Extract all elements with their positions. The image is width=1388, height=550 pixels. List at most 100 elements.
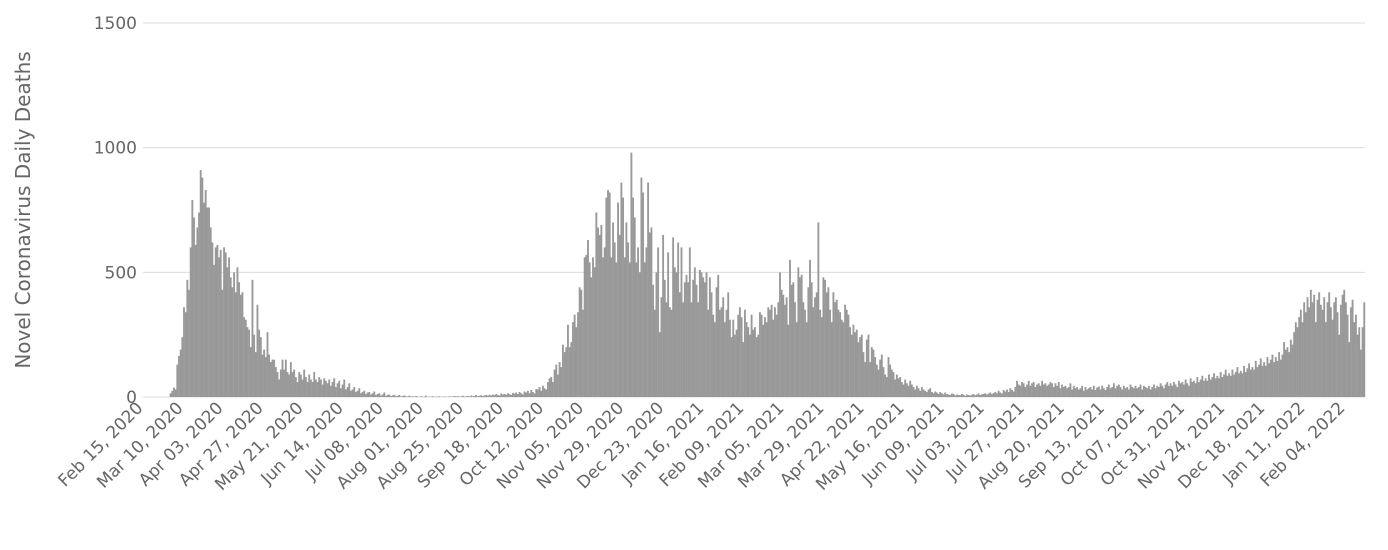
bar <box>1013 392 1015 397</box>
bar <box>851 335 853 397</box>
bar <box>1110 388 1112 397</box>
bar <box>315 380 317 397</box>
bar <box>512 393 514 397</box>
bar <box>1312 302 1314 397</box>
bar <box>744 310 746 397</box>
bar <box>1031 383 1033 397</box>
bar <box>797 267 799 397</box>
bar <box>918 388 920 397</box>
bar <box>692 280 694 397</box>
bar <box>465 396 467 397</box>
bar <box>642 193 644 397</box>
bar <box>682 302 684 397</box>
bar <box>560 367 562 397</box>
bar <box>489 395 491 397</box>
bar <box>756 337 758 397</box>
bar <box>457 396 459 397</box>
bar <box>377 394 379 397</box>
bar <box>684 282 686 397</box>
bar <box>185 312 187 397</box>
bar <box>998 391 1000 397</box>
bar <box>562 345 564 397</box>
bar <box>712 315 714 397</box>
bar <box>884 375 886 397</box>
bar <box>310 380 312 397</box>
bar <box>524 392 526 397</box>
bar <box>1065 386 1067 397</box>
bar <box>1303 302 1305 397</box>
bar <box>794 302 796 397</box>
bar <box>966 395 968 397</box>
bar <box>1280 360 1282 397</box>
bar <box>272 360 274 397</box>
bar <box>736 330 738 397</box>
bar <box>292 372 294 397</box>
bar <box>834 302 836 397</box>
bar <box>195 245 197 397</box>
bar <box>619 235 621 397</box>
bar <box>868 335 870 397</box>
bar <box>752 330 754 397</box>
bar <box>876 365 878 397</box>
bar <box>1091 390 1093 397</box>
bar <box>954 396 956 397</box>
bar <box>779 272 781 397</box>
bar <box>1004 392 1006 397</box>
bar <box>1208 375 1210 397</box>
bar <box>405 396 407 397</box>
bar <box>519 392 521 397</box>
bar <box>852 325 854 397</box>
bar <box>1206 381 1208 397</box>
bar <box>991 394 993 397</box>
bar <box>313 372 315 397</box>
bar <box>203 203 205 397</box>
bar <box>415 396 417 397</box>
bar <box>247 327 249 397</box>
bar <box>1327 302 1329 397</box>
bar <box>338 381 340 397</box>
bar <box>742 342 744 397</box>
bar <box>919 391 921 397</box>
bar <box>597 227 599 397</box>
bar <box>378 393 380 397</box>
bar <box>388 395 390 397</box>
bar <box>672 237 674 397</box>
bar <box>694 267 696 397</box>
bar <box>592 257 594 397</box>
bar <box>502 395 504 397</box>
bar <box>529 393 531 397</box>
bar <box>784 305 786 397</box>
bar <box>1016 381 1018 397</box>
bar <box>1176 387 1178 397</box>
bar <box>761 315 763 397</box>
bar <box>776 315 778 397</box>
bar <box>357 391 359 397</box>
bar <box>482 396 484 397</box>
bar <box>395 396 397 397</box>
bar <box>687 282 689 397</box>
bar <box>186 280 188 397</box>
bar <box>1195 383 1197 397</box>
bar <box>774 307 776 397</box>
bar <box>245 320 247 397</box>
bar <box>974 395 976 397</box>
bar <box>1126 387 1128 397</box>
bar <box>600 225 602 397</box>
bar <box>943 395 945 397</box>
bar <box>539 387 541 397</box>
bar <box>484 396 486 397</box>
bar <box>1090 387 1092 397</box>
bar <box>393 395 395 397</box>
bar <box>1277 361 1279 397</box>
y-tick-label: 1500 <box>94 14 137 34</box>
bar <box>300 375 302 397</box>
bar <box>260 337 262 397</box>
bar <box>1060 388 1062 397</box>
bar <box>1121 390 1123 397</box>
bar <box>479 396 481 397</box>
bar <box>425 396 427 397</box>
bar <box>661 297 663 397</box>
bar <box>896 375 898 397</box>
bar <box>1116 386 1118 397</box>
bar <box>1063 387 1065 397</box>
